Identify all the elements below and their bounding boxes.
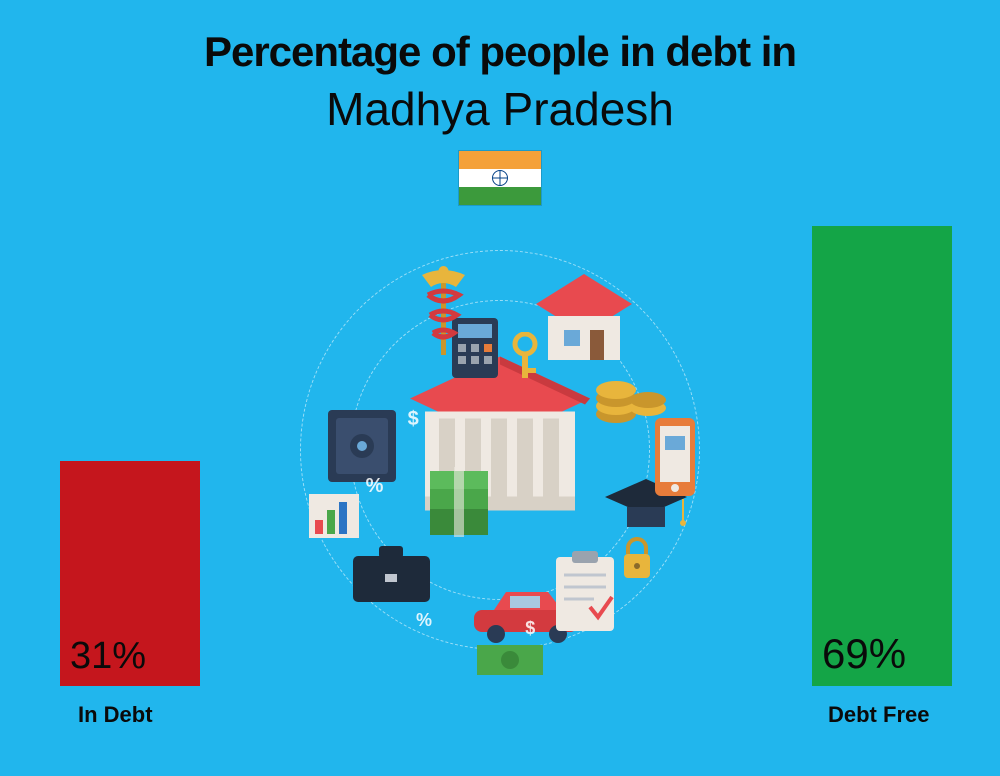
india-flag-icon bbox=[458, 150, 542, 206]
padlock-icon bbox=[618, 534, 656, 582]
flag-green-stripe bbox=[459, 187, 541, 205]
title-main: Percentage of people in debt in bbox=[0, 0, 1000, 76]
percent-sign-icon: % bbox=[366, 475, 384, 498]
cash-stack-icon bbox=[424, 467, 494, 542]
flag-white-stripe bbox=[459, 169, 541, 187]
bar-debt-free-label: Debt Free bbox=[828, 702, 929, 728]
bar-in-debt-value: 31% bbox=[60, 635, 200, 678]
bar-debt-free: 69% bbox=[812, 226, 952, 686]
bar-chart-icon bbox=[307, 492, 362, 542]
smartphone-icon bbox=[651, 416, 699, 498]
percent-sign-icon: % bbox=[416, 610, 432, 631]
bar-in-debt: 31% bbox=[60, 461, 200, 686]
key-icon bbox=[508, 332, 542, 382]
safe-icon bbox=[324, 400, 404, 490]
ashoka-chakra-icon bbox=[492, 170, 508, 186]
banknote-icon bbox=[475, 643, 545, 677]
caduceus-icon bbox=[416, 265, 471, 360]
bar-in-debt-label: In Debt bbox=[78, 702, 153, 728]
dollar-sign-icon: $ bbox=[525, 618, 535, 639]
center-illustration: $ $ % % bbox=[290, 240, 710, 660]
briefcase-icon bbox=[349, 542, 434, 607]
title-sub: Madhya Pradesh bbox=[0, 82, 1000, 136]
house-icon bbox=[534, 274, 634, 364]
bar-debt-free-value: 69% bbox=[812, 630, 952, 678]
clipboard-icon bbox=[550, 551, 620, 636]
dollar-sign-icon: $ bbox=[408, 408, 419, 431]
flag-saffron-stripe bbox=[459, 151, 541, 169]
